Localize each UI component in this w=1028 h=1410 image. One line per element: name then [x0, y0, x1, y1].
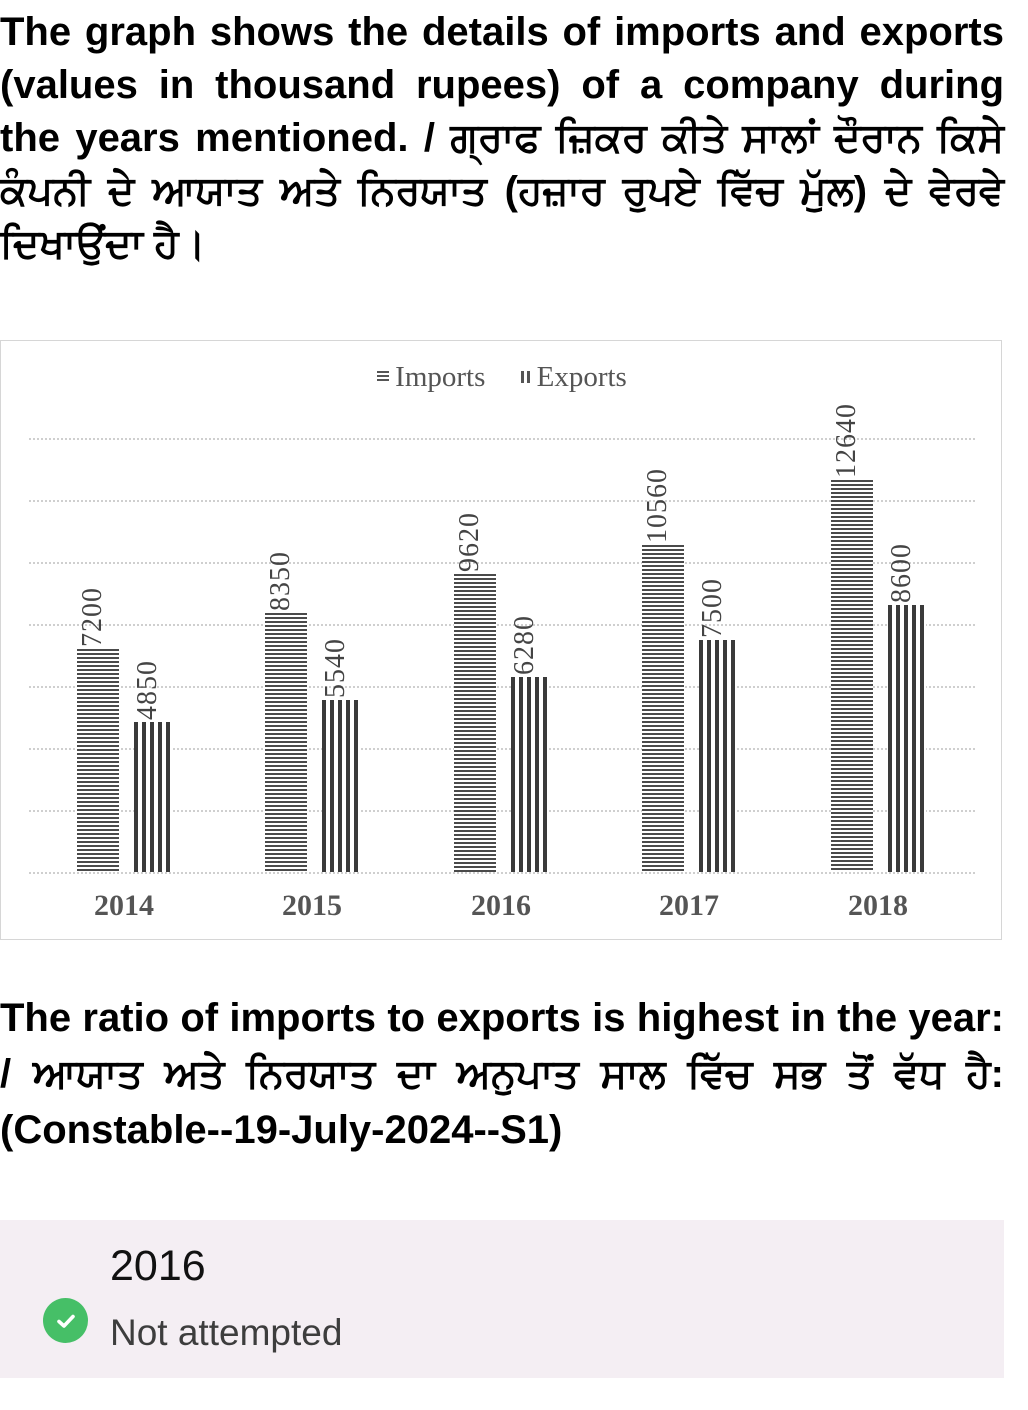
x-axis-label: 2014: [94, 889, 154, 922]
answer-value: 2016: [110, 1242, 206, 1290]
data-label: 9620: [454, 511, 485, 572]
gridline: [29, 748, 975, 750]
gridline: [29, 562, 975, 564]
gridline: [29, 872, 975, 874]
legend-label-exports: Exports: [536, 361, 627, 393]
exports-swatch-icon: [520, 371, 531, 384]
gridline: [29, 500, 975, 502]
gridline: [29, 686, 975, 688]
bar-exports-2017: [699, 639, 737, 872]
answer-option[interactable]: 2016 Not attempted: [0, 1220, 1004, 1378]
gridline: [29, 438, 975, 440]
data-label: 8600: [886, 543, 917, 604]
bar-imports-2017: [642, 544, 684, 872]
x-axis-label: 2017: [659, 889, 719, 922]
bar-imports-2014: [77, 648, 119, 872]
bar-chart: Imports Exports 7200 4850 2014 8350 5540 2015…: [0, 340, 1002, 940]
question-intro: The graph shows the details of imports a…: [0, 10, 1004, 266]
gridline: [29, 624, 975, 626]
bar-imports-2016: [454, 573, 496, 872]
bar-exports-2015: [322, 700, 360, 872]
data-label: 6280: [509, 615, 540, 676]
x-axis-label: 2015: [282, 889, 342, 922]
x-axis-label: 2018: [848, 889, 908, 922]
data-label: 7200: [77, 586, 108, 647]
bar-exports-2014: [134, 721, 172, 872]
gridline: [29, 810, 975, 812]
answer-status: Not attempted: [110, 1312, 343, 1353]
data-label: 8350: [265, 551, 296, 612]
data-label: 10560: [642, 467, 673, 543]
bar-imports-2015: [265, 613, 307, 872]
bar-imports-2018: [831, 480, 873, 872]
legend-item-exports: Exports: [520, 361, 627, 394]
data-label: 5540: [320, 638, 351, 699]
data-label: 7500: [697, 577, 728, 638]
x-axis-label: 2016: [471, 889, 531, 922]
plot-area: 7200 4850 2014 8350 5540 2015 9620 6280 2016 1056…: [1, 341, 1003, 941]
legend-item-imports: Imports: [377, 361, 485, 394]
imports-swatch-icon: [377, 371, 390, 384]
legend-label-imports: Imports: [395, 361, 486, 393]
question-text: The ratio of imports to exports is highe…: [0, 996, 1004, 1152]
data-label: 12640: [831, 403, 862, 479]
data-label: 4850: [132, 659, 163, 720]
bar-exports-2016: [511, 677, 549, 872]
bar-exports-2018: [888, 605, 926, 872]
chart-legend: Imports Exports: [1, 361, 1003, 394]
check-circle-icon: [43, 1298, 88, 1343]
